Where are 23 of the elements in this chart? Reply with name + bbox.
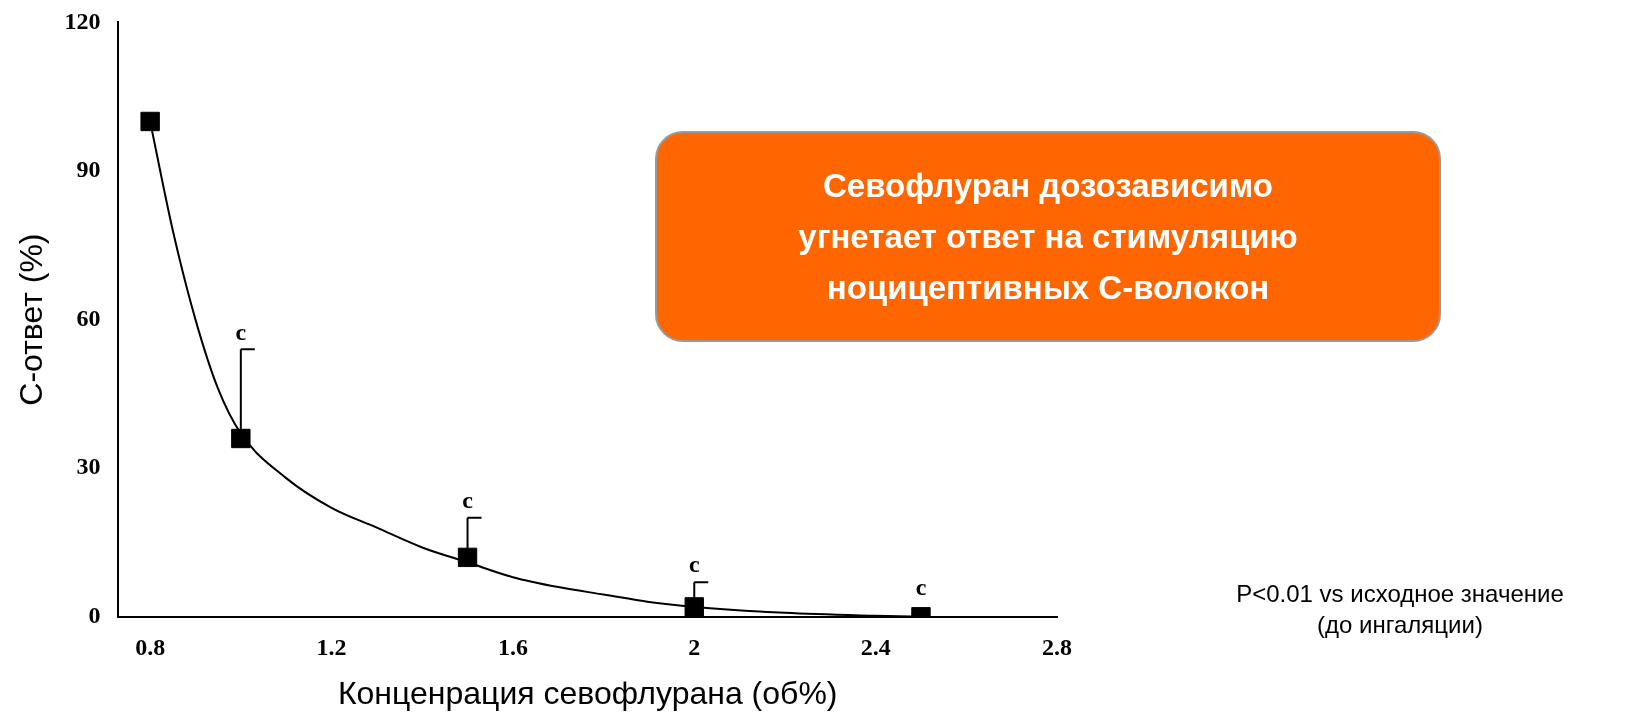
annotation: c (235, 318, 247, 345)
point (684, 597, 704, 617)
y-tick-label: 90 (76, 156, 101, 183)
callout-box: Севофлуран дозозависимо угнетает ответ на стимуляцию ноцицептивных С-волокон (655, 131, 1441, 342)
x-tick-label: 2 (688, 634, 701, 661)
x-tick-label: 0.8 (135, 634, 166, 661)
annotation: c (688, 551, 700, 578)
y-tick-label: 0 (88, 602, 101, 628)
y-tick-label: 30 (76, 453, 101, 480)
y-tick-label: 60 (76, 304, 101, 331)
x-tick-label: 2.8 (1042, 634, 1072, 661)
point (140, 111, 160, 132)
annotation: c (462, 486, 474, 513)
x-axis-title: Конценрация севофлурана (об%) (337, 674, 838, 711)
text: P<0.01 vs исходное значение (до ингаляции) (1235, 579, 1565, 641)
annotation: c (915, 574, 927, 600)
point (457, 547, 478, 568)
x-tick-label: 2.4 (860, 634, 891, 661)
x-tick-label: 1.6 (497, 634, 528, 661)
y-tick-label: 120 (64, 7, 101, 34)
point (231, 428, 251, 449)
x-tick-label: 1.2 (316, 634, 347, 661)
y-axis-title: С-ответ (%) (13, 233, 50, 406)
